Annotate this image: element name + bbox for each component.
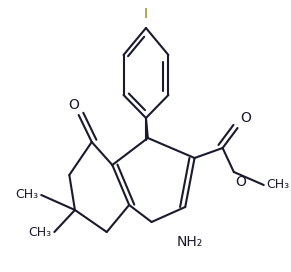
Text: CH₃: CH₃ — [29, 225, 52, 239]
Text: CH₃: CH₃ — [267, 178, 290, 191]
Text: I: I — [144, 7, 148, 21]
Text: NH₂: NH₂ — [177, 235, 203, 249]
Text: O: O — [235, 175, 246, 189]
Text: O: O — [240, 111, 251, 125]
Text: CH₃: CH₃ — [15, 188, 39, 202]
Text: O: O — [68, 98, 79, 112]
